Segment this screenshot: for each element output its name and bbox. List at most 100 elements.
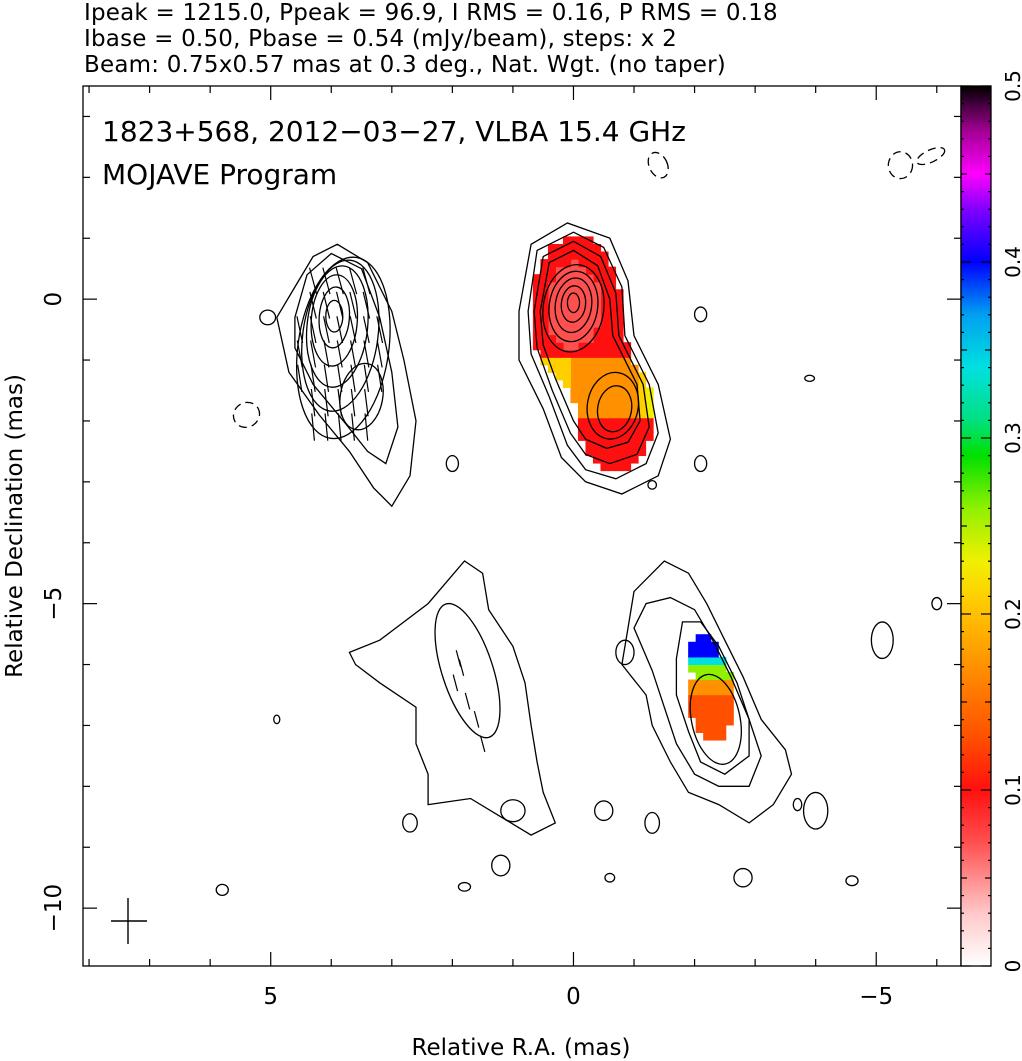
pol-pixel	[718, 671, 727, 681]
pol-pixel	[540, 342, 549, 351]
component-d-contour	[633, 596, 762, 787]
x-axis-label: Relative R.A. (mas)	[412, 1035, 631, 1061]
pol-pixel	[607, 274, 617, 283]
pol-pixel	[532, 281, 542, 290]
pol-pixel	[615, 319, 624, 328]
component-b-contour	[586, 371, 640, 440]
pol-pixel	[585, 334, 594, 343]
pol-pixel	[710, 687, 719, 696]
pol-pixel	[585, 243, 594, 253]
evpa-vector	[324, 413, 329, 441]
pol-pixel	[577, 289, 587, 298]
pol-pixel	[570, 327, 579, 336]
evpa-vector	[296, 316, 304, 344]
colorbar-tick-label: 0.5	[1001, 70, 1022, 102]
noise-contour	[215, 883, 229, 897]
negative-contour	[916, 146, 946, 166]
pol-pixel	[585, 319, 594, 328]
pol-pixel	[592, 251, 602, 260]
pol-pixel	[630, 372, 639, 381]
pol-pixel	[615, 417, 624, 426]
pol-pixel	[725, 671, 734, 681]
pol-pixel	[570, 387, 579, 396]
pol-pixel	[600, 274, 609, 283]
pol-pixel	[562, 342, 572, 351]
evpa-vector	[350, 340, 357, 368]
evpa-vector	[337, 413, 342, 441]
evpa-vector	[324, 389, 329, 417]
noise-contour	[804, 374, 816, 383]
pol-pixel	[630, 455, 639, 464]
pol-pixel	[585, 425, 594, 434]
pol-pixel	[718, 717, 727, 726]
pol-pixel	[555, 319, 564, 328]
pol-pixel	[718, 656, 727, 666]
pol-pixel	[585, 266, 594, 275]
pol-pixel	[688, 709, 697, 718]
noise-contour	[644, 811, 661, 834]
pol-pixel	[585, 349, 594, 358]
plot-frame	[82, 85, 962, 967]
pol-pixel	[638, 447, 647, 457]
pol-pixel	[555, 289, 564, 298]
pol-pixel	[562, 289, 572, 298]
pol-pixel	[615, 311, 624, 321]
evpa-vector	[322, 316, 330, 344]
pol-pixel	[555, 259, 564, 268]
pol-pixel	[703, 702, 712, 711]
header-base-line: Ibase = 0.50, Pbase = 0.54 (mJy/beam), s…	[84, 26, 677, 52]
pol-pixel	[615, 342, 624, 351]
pol-pixel	[615, 462, 624, 472]
pol-pixel	[615, 327, 624, 336]
pol-pixel	[547, 281, 557, 290]
evpa-vector	[362, 291, 371, 319]
pol-pixel	[645, 387, 654, 396]
pol-pixel	[555, 357, 564, 366]
pol-pixel	[547, 259, 557, 268]
pol-pixel	[607, 395, 617, 404]
y-tick-label: −5	[41, 587, 67, 621]
pol-pixel	[592, 387, 602, 396]
colorbar-tick-label: 0.3	[1001, 422, 1022, 454]
negative-contour	[647, 151, 669, 179]
pol-pixel	[555, 296, 564, 305]
pol-pixel	[592, 311, 602, 321]
pol-pixel	[600, 342, 609, 351]
evpa-vector	[351, 413, 355, 441]
pol-pixel	[607, 304, 617, 313]
pol-pixel	[623, 425, 632, 434]
pol-pixel	[555, 281, 564, 290]
pol-pixel	[577, 395, 587, 404]
pol-pixel	[577, 243, 587, 253]
pol-pixel	[630, 440, 639, 449]
pol-pixel	[607, 349, 617, 358]
pol-pixel	[630, 387, 639, 396]
pol-pixel	[688, 679, 697, 688]
pol-pixel	[645, 425, 654, 434]
evpa-vector	[337, 389, 343, 417]
pol-pixel	[585, 304, 594, 313]
pol-pixel	[615, 395, 624, 404]
evpa-vector	[309, 291, 317, 319]
pol-pixel	[592, 327, 602, 336]
pol-pixel	[710, 641, 719, 650]
pol-pixel	[607, 447, 617, 457]
pol-pixel	[577, 364, 587, 373]
pol-pixel	[623, 402, 632, 411]
pol-pixel	[607, 432, 617, 441]
pol-pixel	[630, 410, 639, 419]
pol-pixel	[718, 679, 727, 688]
pol-pixel	[710, 717, 719, 726]
noise-contour	[693, 455, 708, 473]
pol-pixel	[600, 327, 609, 336]
pol-pixel	[703, 717, 712, 726]
pol-pixel	[547, 243, 557, 253]
pol-pixel	[540, 349, 549, 358]
pol-pixel	[592, 425, 602, 434]
pol-pixel	[607, 462, 617, 472]
pol-pixel	[562, 274, 572, 283]
pol-pixel	[638, 432, 647, 441]
pol-pixel	[577, 410, 587, 419]
pol-pixel	[555, 334, 564, 343]
evpa-vector	[364, 413, 369, 441]
